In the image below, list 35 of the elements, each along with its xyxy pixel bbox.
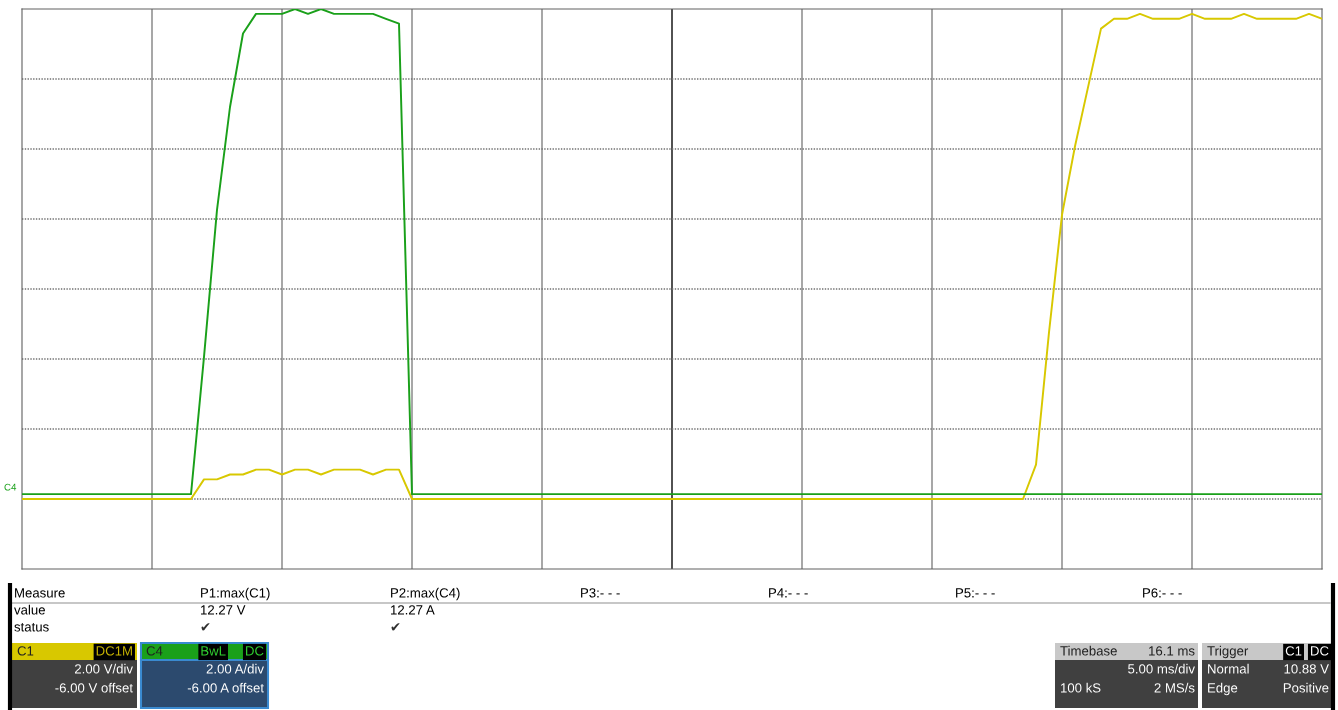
text: P5:- - - [956,588,995,598]
text: -6.00 A offset [187,682,264,693]
text: ✔ [391,623,400,631]
text: P4:- - - [769,588,808,598]
text: P3:- - - [581,588,620,598]
text: 2 MS/s [1154,682,1195,693]
text: -6.00 V offset [55,682,133,693]
text: 100 kS [1061,682,1101,693]
text: Trigger [1207,645,1249,659]
text: DC [1311,646,1329,656]
text: ✔ [201,623,210,631]
text: 12.27 V [201,605,246,615]
text: C1 [1285,646,1302,656]
text: 12.27 A [391,605,435,615]
text: Measure [15,588,65,598]
series-label: C4 [4,483,17,491]
text: status [14,622,49,632]
text: DC1M [96,646,132,656]
text: Normal [1208,663,1249,674]
text: BwL [201,646,226,656]
text: 10.88 V [1284,664,1329,674]
text: P1:max(C1) [201,587,270,601]
text: C4 [146,646,163,656]
text: Positive [1283,682,1329,693]
text: value [14,604,45,615]
text: DC [246,646,264,656]
text: 5.00 ms/div [1128,663,1195,674]
text: 16.1 ms [1149,646,1195,656]
text: P6:- - - [1143,588,1182,598]
text: Edge [1208,682,1238,696]
text: C1 [17,646,34,656]
text: P2:max(C4) [391,587,460,601]
text: Timebase [1060,645,1117,656]
text: 2.00 V/div [74,663,133,674]
text: 2.00 A/div [206,663,264,674]
